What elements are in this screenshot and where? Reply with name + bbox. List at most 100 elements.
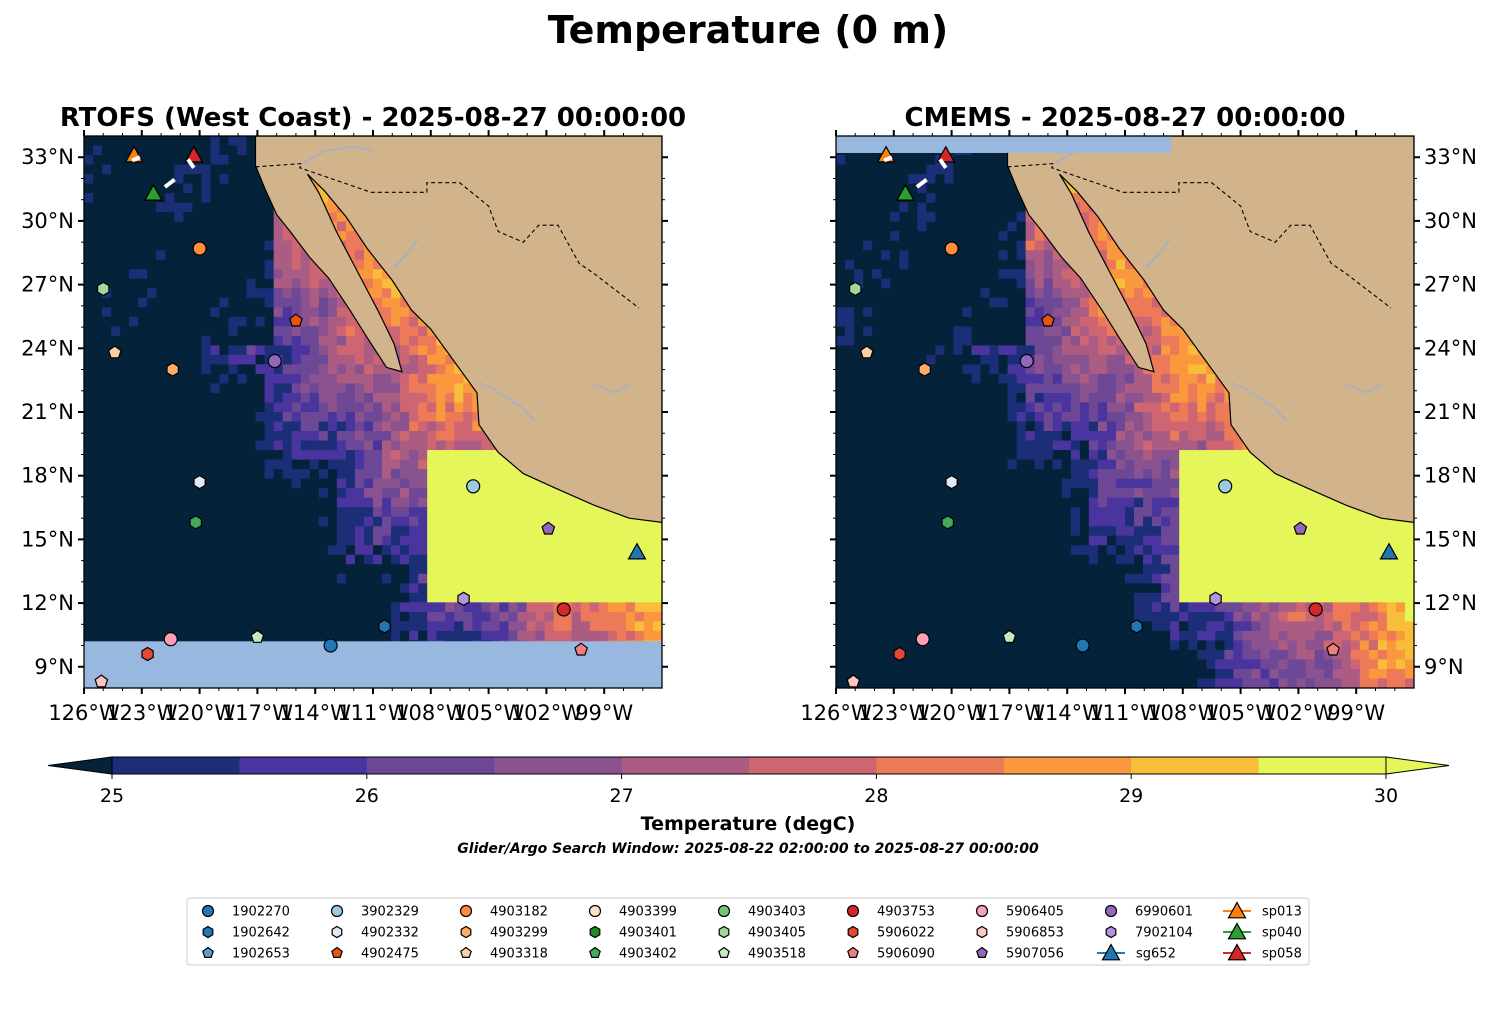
rtofs-field-cell <box>111 164 121 175</box>
rtofs-field-cell <box>409 450 419 461</box>
rtofs-field-cell <box>102 174 112 185</box>
cmems-field-cell <box>881 297 891 308</box>
rtofs-field-cell <box>111 221 121 232</box>
cmems-field-cell <box>872 297 882 308</box>
rtofs-field-cell <box>84 335 94 346</box>
rtofs-field-cell <box>264 259 275 270</box>
rtofs-field-cell <box>336 307 347 318</box>
rtofs-field-cell <box>345 240 356 251</box>
rtofs-field-cell <box>156 602 166 613</box>
rtofs-field-cell <box>309 497 320 508</box>
rtofs-field-cell <box>391 450 401 461</box>
rtofs-field-cell <box>282 240 293 251</box>
rtofs-field-cell <box>183 478 193 489</box>
rtofs-field-cell <box>490 516 501 527</box>
rtofs-field-cell <box>156 573 166 584</box>
cmems-field-cell <box>1125 259 1135 270</box>
rtofs-field-cell <box>156 469 166 480</box>
rtofs-field-cell <box>228 231 239 242</box>
rtofs-field-cell <box>210 202 221 213</box>
cmems-field-cell <box>1070 193 1081 204</box>
rtofs-field-cell <box>336 497 347 508</box>
rtofs-field-cell <box>363 440 374 451</box>
rtofs-field-cell <box>84 383 94 394</box>
rtofs-field-cell <box>400 535 410 546</box>
rtofs-glider-track <box>131 155 141 163</box>
rtofs-field-cell <box>219 288 230 299</box>
rtofs-field-cell <box>373 402 383 413</box>
rtofs-field-cell <box>309 583 320 594</box>
rtofs-field-cell <box>264 250 275 261</box>
rtofs-field-cell <box>318 564 329 575</box>
rtofs-field-cell <box>129 231 139 242</box>
rtofs-field-cell <box>508 554 519 565</box>
cmems-field-cell <box>845 212 855 223</box>
rtofs-field-cell <box>336 516 347 527</box>
rtofs-field-cell <box>210 278 221 289</box>
rtofs-field-cell <box>327 507 338 518</box>
rtofs-field-cell <box>111 250 121 261</box>
rtofs-field-cell <box>237 307 248 318</box>
rtofs-field-cell <box>418 488 428 499</box>
rtofs-field-cell <box>409 440 419 451</box>
rtofs-field-cell <box>300 583 311 594</box>
rtofs-field-cell <box>228 488 239 499</box>
rtofs-field-cell <box>120 231 130 242</box>
rtofs-field-cell <box>84 478 94 489</box>
rtofs-field-cell <box>345 383 356 394</box>
rtofs-field-cell <box>400 421 410 432</box>
rtofs-field-cell <box>93 526 103 537</box>
rtofs-field-cell <box>129 564 139 575</box>
rtofs-field-cell <box>264 383 275 394</box>
rtofs-mexico-landmass <box>254 136 662 524</box>
rtofs-field-cell <box>463 545 473 556</box>
rtofs-field-cell <box>499 535 510 546</box>
rtofs-field-cell <box>246 259 257 270</box>
rtofs-field-cell <box>472 535 482 546</box>
rtofs-field-cell <box>102 373 112 385</box>
rtofs-field-cell <box>400 326 410 337</box>
rtofs-field-cell <box>373 421 383 432</box>
rtofs-field-cell <box>237 526 248 537</box>
rtofs-field-cell <box>580 611 591 622</box>
rtofs-field-cell <box>93 611 103 622</box>
rtofs-field-cell <box>165 412 175 423</box>
rtofs-field-cell <box>102 240 112 251</box>
rtofs-field-cell <box>210 516 221 527</box>
rtofs-field-cell <box>237 602 248 613</box>
rtofs-field-cell <box>201 145 212 156</box>
cmems-field-cell <box>935 202 945 213</box>
cmems-field-cell <box>1088 212 1099 223</box>
rtofs-field-cell <box>300 402 311 413</box>
rtofs-field-cell <box>183 583 193 594</box>
rtofs-field-cell <box>454 573 464 584</box>
cmems-field-cell <box>845 193 855 204</box>
rtofs-x-tick-label: 120°W <box>164 701 236 725</box>
rtofs-field-cell <box>436 526 446 537</box>
rtofs-field-cell <box>472 545 482 556</box>
rtofs-field-cell <box>436 535 446 546</box>
rtofs-field-cell <box>246 497 257 508</box>
rtofs-field-cell <box>120 221 130 232</box>
rtofs-x-tick-label: 105°W <box>453 701 525 725</box>
rtofs-field-cell <box>382 412 392 423</box>
rtofs-field-cell <box>264 621 275 632</box>
rtofs-field-cell <box>526 621 537 632</box>
rtofs-field-cell <box>409 459 419 470</box>
rtofs-field-cell <box>318 307 329 318</box>
rtofs-field-cell <box>111 307 121 318</box>
rtofs-field-cell <box>237 421 248 432</box>
rtofs-field-cell <box>84 602 94 613</box>
rtofs-field-cell <box>562 611 573 622</box>
rtofs-field-cell <box>373 611 383 622</box>
rtofs-field-cell <box>472 554 482 565</box>
rtofs-field-cell <box>508 478 519 489</box>
rtofs-field-cell <box>373 373 383 385</box>
rtofs-field-cell <box>102 364 112 375</box>
rtofs-field-cell <box>138 373 148 385</box>
rtofs-field-cell <box>282 545 293 556</box>
rtofs-field-cell <box>246 573 257 584</box>
rtofs-field-cell <box>183 326 193 337</box>
rtofs-field-cell <box>382 469 392 480</box>
rtofs-field-cell <box>436 507 446 518</box>
